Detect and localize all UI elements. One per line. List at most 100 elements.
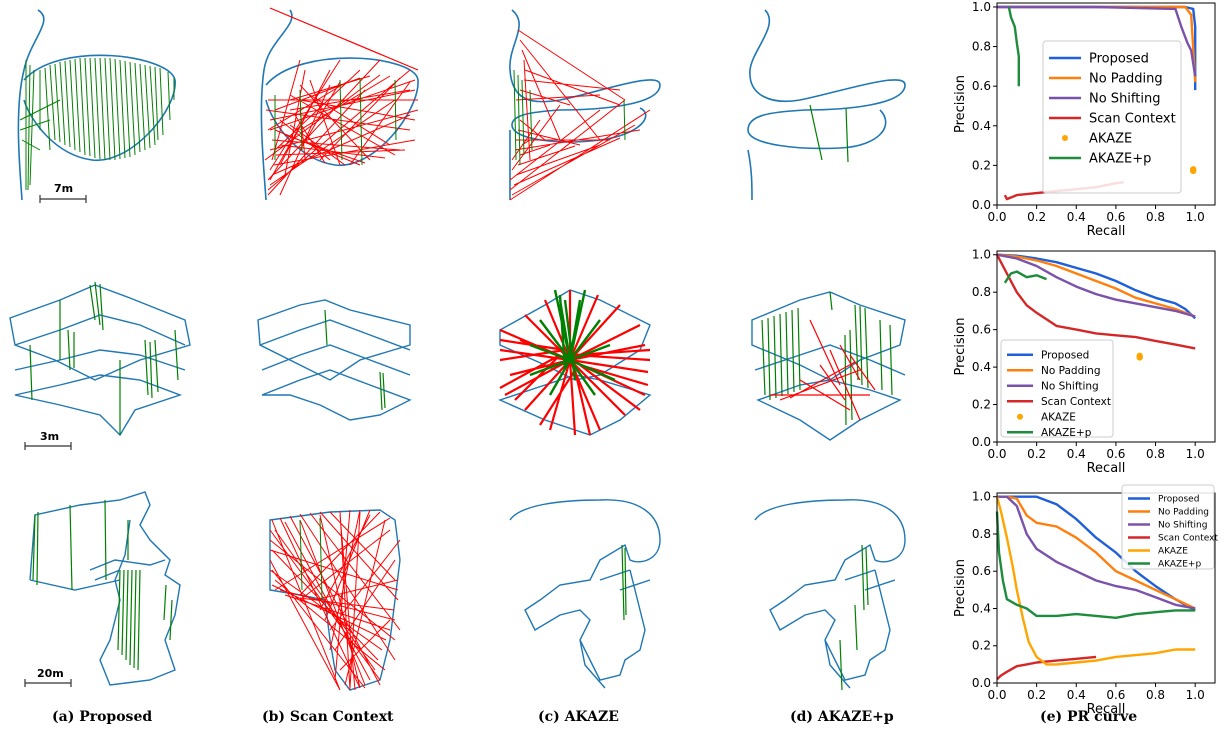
panel-d-row3 (754, 499, 906, 691)
match-lines-false (264, 59, 419, 196)
y-tick-label: 0.2 (972, 639, 991, 653)
x-tick-label: 0.0 (987, 688, 1006, 702)
x-tick-label: 0.8 (1146, 688, 1165, 702)
y-tick-label: 0.4 (972, 119, 991, 133)
x-tick-label: 0.4 (1067, 688, 1086, 702)
series-line (1007, 6, 1020, 87)
series-line (1003, 270, 1047, 284)
y-tick-label: 0.8 (972, 40, 991, 54)
series-line (996, 253, 1196, 318)
y-tick-label: 1.0 (972, 0, 991, 14)
panel-d-row1 (747, 9, 906, 201)
x-tick-label: 1.0 (1186, 688, 1205, 702)
x-tick-label: 0.2 (1027, 688, 1046, 702)
legend-label: AKAZE (1158, 547, 1188, 557)
y-tick-label: 0.4 (972, 360, 991, 374)
x-tick-label: 0.8 (1146, 447, 1165, 461)
panel-b-row3 (269, 509, 401, 691)
legend-label: Scan Context (1158, 534, 1218, 544)
y-tick-label: 0.8 (972, 527, 991, 541)
legend-label: Proposed (1158, 495, 1199, 505)
scale-bar-label: 20m (37, 667, 64, 680)
trajectory (260, 9, 293, 201)
x-tick-label: 1.0 (1186, 210, 1205, 224)
match-lines-true (529, 289, 616, 396)
match-lines-false (499, 290, 651, 436)
legend-marker (1062, 135, 1068, 141)
trajectory (747, 149, 753, 201)
trajectory (509, 9, 661, 143)
panel-a-row3: 20m (24, 491, 181, 687)
y-tick-label: 0.2 (972, 158, 991, 172)
match-lines-true (809, 104, 849, 163)
legend-box (1121, 484, 1215, 570)
caption-d: (d) AKAZE+p (790, 709, 894, 725)
plot-frame (996, 2, 1216, 206)
series-line (997, 495, 1196, 612)
trajectory (509, 499, 661, 689)
match-line-false (269, 7, 419, 71)
x-tick-label: 0.6 (1106, 210, 1125, 224)
legend-label: No Shifting (1158, 521, 1207, 531)
x-axis-label: Recall (1087, 224, 1126, 239)
panel-b-row1 (260, 7, 419, 201)
plot-frame (996, 250, 1216, 443)
x-tick-label: 0.0 (987, 447, 1006, 461)
caption-e: (e) PR curve (1040, 709, 1138, 725)
match-lines-true (29, 281, 179, 435)
trajectory (265, 57, 419, 166)
data-point (1136, 354, 1143, 361)
y-tick-label: 0.6 (972, 323, 991, 337)
legend-label: No Padding (1041, 365, 1100, 377)
match-lines-false (509, 29, 651, 201)
match-lines-true (274, 77, 397, 166)
match-lines-true (761, 291, 893, 426)
match-lines-true (299, 517, 323, 601)
match-lines-true (32, 499, 173, 671)
y-tick-label: 0.0 (972, 435, 991, 449)
y-tick-label: 0.0 (972, 198, 991, 212)
series-line (995, 254, 1196, 350)
y-tick-label: 0.0 (972, 676, 991, 690)
match-lines-true (324, 309, 386, 411)
x-tick-label: 0.6 (1106, 447, 1125, 461)
scale-bar-label: 7m (54, 182, 73, 195)
series-line (995, 511, 1196, 619)
legend-label: AKAZE+p (1158, 560, 1201, 570)
series-line (996, 655, 1097, 681)
y-tick-label: 1.0 (972, 490, 991, 504)
legend-label: No Padding (1089, 72, 1163, 87)
legend-label: AKAZE+p (1041, 427, 1092, 439)
series-line (995, 496, 1196, 666)
trajectory (257, 299, 412, 421)
match-lines-true (19, 57, 175, 191)
x-tick-label: 1.0 (1186, 447, 1205, 461)
trajectory (17, 9, 45, 201)
legend-label: Scan Context (1089, 112, 1176, 127)
x-tick-label: 0.8 (1146, 210, 1165, 224)
series-line (996, 253, 1197, 320)
match-lines-true (839, 544, 869, 691)
legend-label: No Shifting (1089, 92, 1160, 107)
legend-label: Scan Context (1041, 396, 1111, 408)
panel-c-row3 (509, 499, 661, 689)
series-line (997, 495, 1196, 610)
panel-b-row2 (257, 299, 412, 421)
x-axis-label: Recall (1087, 461, 1126, 476)
y-tick-label: 0.6 (972, 79, 991, 93)
x-tick-label: 0.2 (1027, 210, 1046, 224)
pr-chart-row3: 0.0 0.2 0.4 0.6 0.8 1.0 0.0 0.2 0.4 0.6 0.8 1.0 Reca… (953, 484, 1218, 717)
legend-marker (1017, 413, 1023, 420)
caption-b: (b) Scan Context (262, 709, 394, 725)
match-lines-true (513, 69, 626, 166)
y-tick-label: 1.0 (972, 248, 991, 262)
legend-label: No Padding (1158, 508, 1209, 518)
x-tick-label: 0.2 (1027, 447, 1046, 461)
series-line (996, 253, 1196, 318)
caption-a: (a) Proposed (52, 709, 153, 725)
panel-a-row1: 7m (17, 9, 176, 203)
legend-label: Proposed (1089, 52, 1149, 67)
y-tick-label: 0.4 (972, 601, 991, 615)
pr-chart-row1: 0.0 0.2 0.4 0.6 0.8 1.0 0.0 0.2 0.4 0.6 0.8 1.0 Reca… (953, 0, 1216, 239)
